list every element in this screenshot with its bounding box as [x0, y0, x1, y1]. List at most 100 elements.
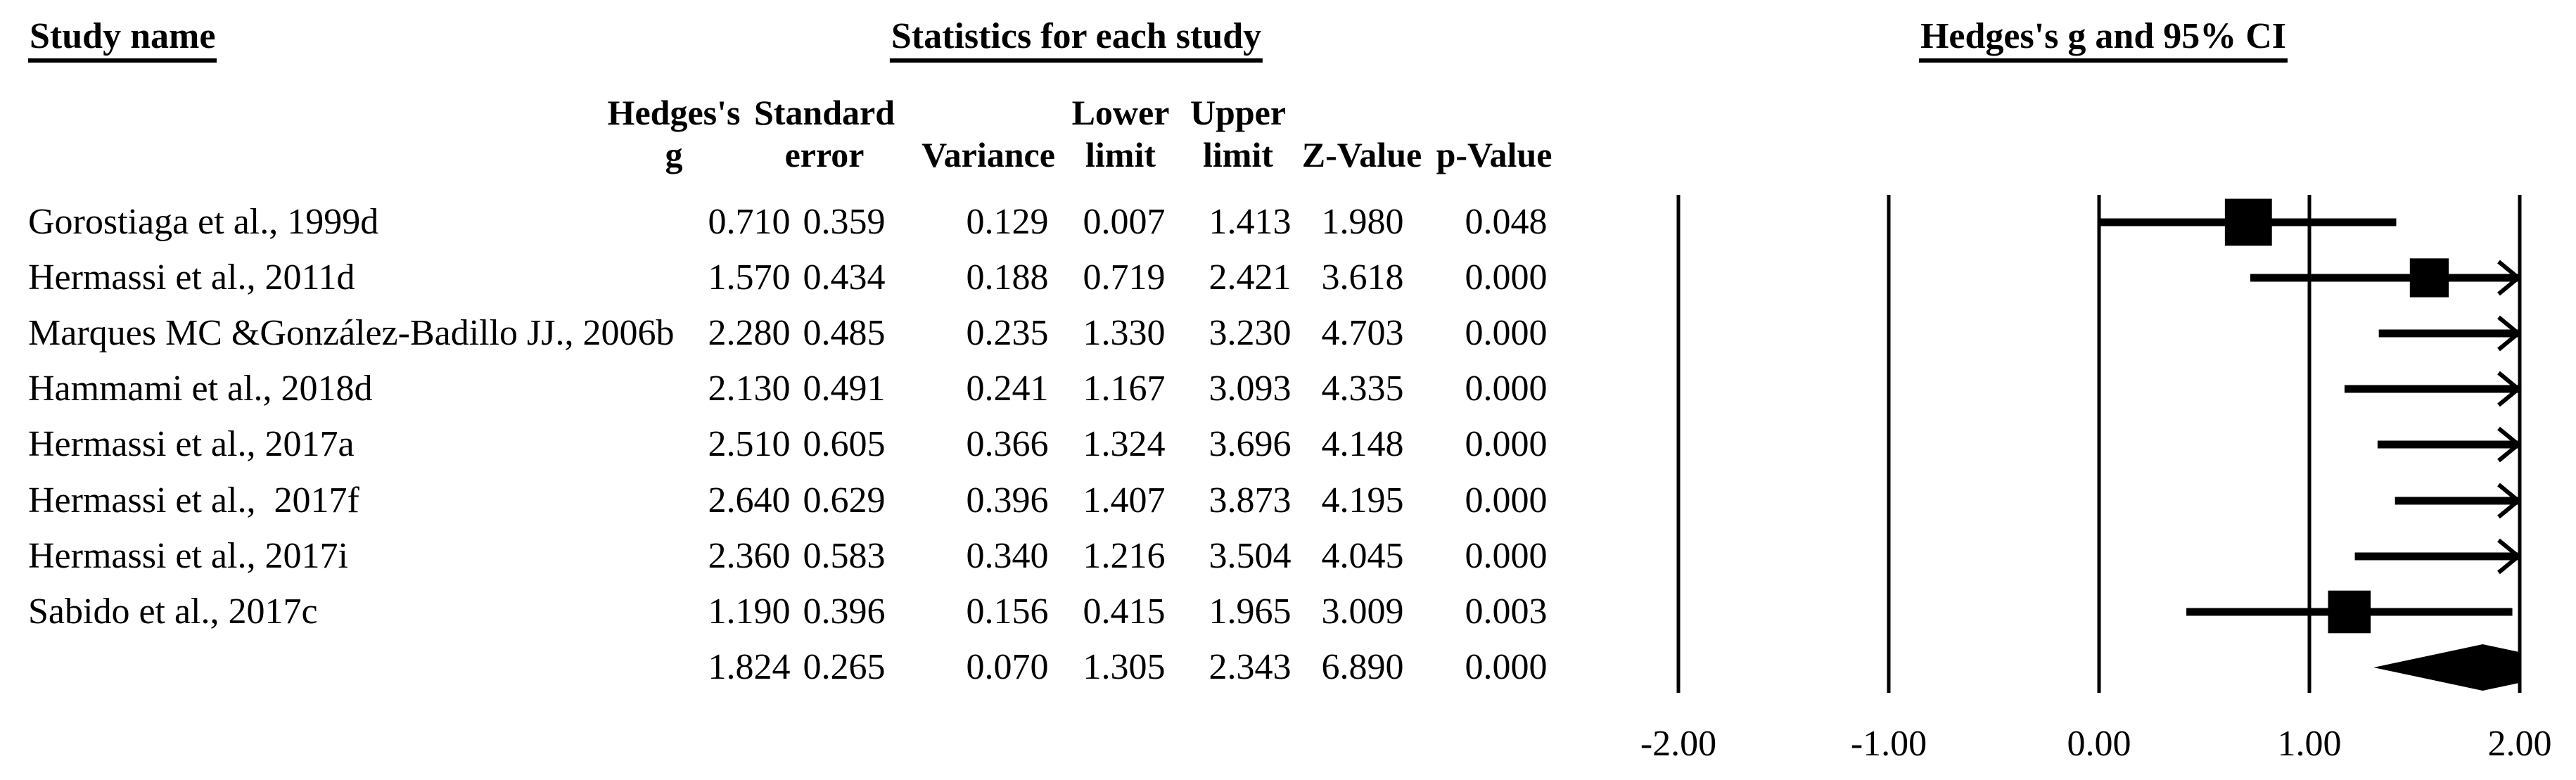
cell-se: 0.396 — [803, 592, 886, 632]
ci-right-arrow — [2497, 315, 2522, 352]
study-name: Hermassi et al., 2017a — [28, 424, 355, 464]
cell-g: 1.570 — [708, 257, 791, 298]
column-header-se: error — [784, 135, 865, 174]
cell-upper: 3.873 — [1209, 480, 1292, 520]
cell-g: 1.190 — [708, 592, 791, 632]
plot-section-title: Hedges's g and 95% CI — [1918, 18, 2288, 63]
axis-tick-label: -2.00 — [1640, 724, 1717, 764]
cell-lower: 1.324 — [1083, 424, 1166, 464]
cell-variance: 0.241 — [966, 369, 1049, 409]
study-name: Hermassi et al., 2017i — [28, 536, 348, 576]
cell-z: 4.045 — [1321, 536, 1404, 576]
cell-upper: 1.965 — [1209, 592, 1292, 632]
summary-cell-lower: 1.305 — [1083, 647, 1166, 687]
axis-line-0.00 — [2097, 195, 2101, 693]
column-header-g: Hedges's — [607, 93, 741, 132]
ci-right-arrow — [2497, 426, 2522, 463]
study-name: Hermassi et al., 2011d — [28, 257, 355, 298]
axis-tick-label: 0.00 — [2067, 724, 2131, 764]
cell-g: 2.640 — [708, 480, 791, 520]
summary-cell-upper: 2.343 — [1209, 647, 1292, 687]
axis-line--1.00 — [1887, 195, 1891, 693]
cell-z: 4.195 — [1321, 480, 1404, 520]
cell-variance: 0.156 — [966, 592, 1049, 632]
ci-right-arrow — [2497, 538, 2522, 575]
summary-diamond — [2373, 644, 2521, 691]
ci-line — [2354, 552, 2520, 561]
cell-lower: 1.167 — [1083, 369, 1166, 409]
cell-se: 0.491 — [803, 369, 886, 409]
point-estimate-square — [2409, 258, 2449, 298]
cell-z: 4.335 — [1321, 369, 1404, 409]
cell-p: 0.000 — [1465, 424, 1548, 464]
ci-line — [2344, 385, 2520, 393]
point-estimate-square — [2224, 198, 2272, 246]
cell-lower: 0.007 — [1083, 202, 1166, 242]
cell-se: 0.485 — [803, 313, 886, 353]
cell-g: 2.510 — [708, 424, 791, 464]
study-name: Sabido et al., 2017c — [28, 592, 318, 632]
column-header-lower: Lower — [1071, 93, 1170, 132]
cell-z: 4.148 — [1321, 424, 1404, 464]
axis-tick-label: 2.00 — [2487, 724, 2552, 764]
cell-variance: 0.340 — [966, 536, 1049, 576]
cell-lower: 1.216 — [1083, 536, 1166, 576]
summary-cell-z: 6.890 — [1321, 647, 1404, 687]
cell-p: 0.048 — [1465, 202, 1548, 242]
cell-z: 1.980 — [1321, 202, 1404, 242]
cell-z: 3.009 — [1321, 592, 1404, 632]
cell-lower: 1.330 — [1083, 313, 1166, 353]
cell-lower: 0.719 — [1083, 257, 1166, 298]
cell-lower: 0.415 — [1083, 592, 1166, 632]
cell-se: 0.434 — [803, 257, 886, 298]
cell-z: 4.703 — [1321, 313, 1404, 353]
point-estimate-square — [2328, 590, 2371, 634]
cell-p: 0.000 — [1465, 369, 1548, 409]
cell-upper: 3.696 — [1209, 424, 1292, 464]
axis-line-1.00 — [2307, 195, 2312, 693]
column-header-p: p-Value — [1436, 135, 1552, 174]
cell-variance: 0.129 — [966, 202, 1049, 242]
ci-line — [2378, 329, 2520, 338]
cell-p: 0.003 — [1465, 592, 1548, 632]
cell-variance: 0.235 — [966, 313, 1049, 353]
cell-variance: 0.396 — [966, 480, 1049, 520]
cell-g: 2.280 — [708, 313, 791, 353]
cell-upper: 3.504 — [1209, 536, 1292, 576]
cell-g: 2.130 — [708, 369, 791, 409]
column-header-upper: Upper — [1190, 93, 1287, 132]
cell-upper: 3.230 — [1209, 313, 1292, 353]
column-header-upper: limit — [1203, 135, 1273, 174]
summary-cell-g: 1.824 — [708, 647, 791, 687]
column-header-se: Standard — [753, 93, 895, 132]
statistics-section-title: Statistics for each study — [889, 18, 1263, 63]
cell-variance: 0.188 — [966, 257, 1049, 298]
cell-g: 0.710 — [708, 202, 791, 242]
ci-line — [2395, 497, 2520, 505]
cell-upper: 2.421 — [1209, 257, 1292, 298]
cell-g: 2.360 — [708, 536, 791, 576]
cell-p: 0.000 — [1465, 536, 1548, 576]
cell-variance: 0.366 — [966, 424, 1049, 464]
axis-line--2.00 — [1676, 195, 1681, 693]
cell-p: 0.000 — [1465, 257, 1548, 298]
cell-z: 3.618 — [1321, 257, 1404, 298]
study-name: Hammami et al., 2018d — [28, 369, 373, 409]
cell-se: 0.629 — [803, 480, 886, 520]
summary-cell-variance: 0.070 — [966, 647, 1049, 687]
summary-cell-p: 0.000 — [1465, 647, 1548, 687]
cell-se: 0.359 — [803, 202, 886, 242]
ci-line — [2250, 274, 2520, 282]
ci-right-arrow — [2497, 260, 2522, 296]
study-name: Hermassi et al., 2017f — [28, 480, 359, 520]
cell-lower: 1.407 — [1083, 480, 1166, 520]
study-name: Marques MC &González-Badillo JJ., 2006b — [28, 313, 675, 353]
study-name: Gorostiaga et al., 1999d — [28, 202, 379, 242]
summary-cell-se: 0.265 — [803, 647, 886, 687]
column-header-z: Z-Value — [1301, 135, 1422, 174]
ci-right-arrow — [2497, 371, 2522, 407]
study-name-column-title: Study name — [28, 18, 217, 63]
cell-upper: 3.093 — [1209, 369, 1292, 409]
